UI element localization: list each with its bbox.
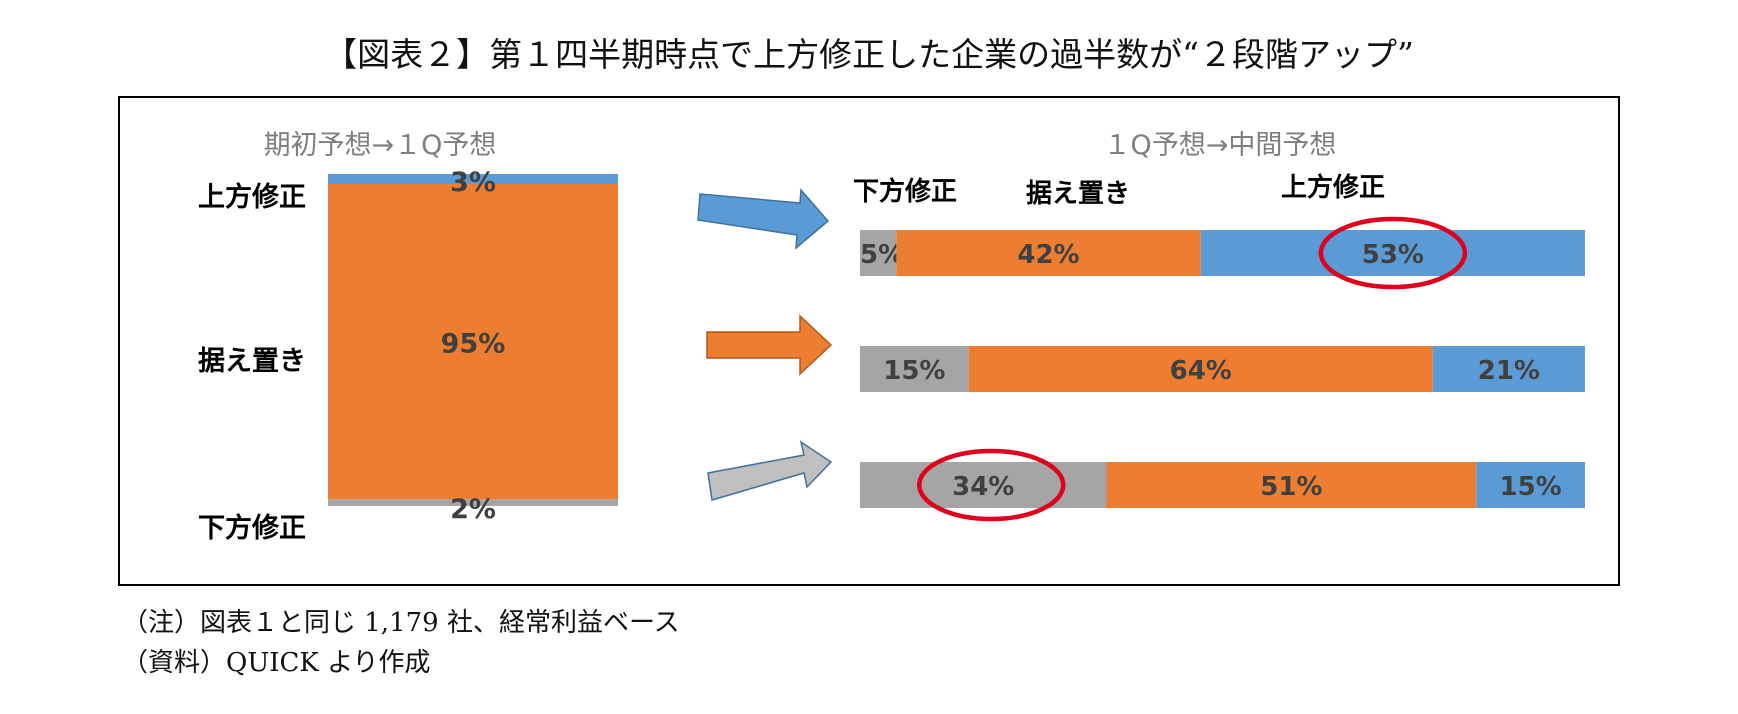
bar-label-upward-2: 53% xyxy=(1362,240,1424,270)
arrow-orange-icon xyxy=(706,314,833,376)
left-stacked-column xyxy=(328,174,618,506)
left-segment-unchanged xyxy=(328,183,618,500)
bar-segment-unchanged-1 xyxy=(968,346,1433,392)
arrow-gray-icon xyxy=(707,440,833,501)
bar-label-downward-2: 15% xyxy=(1500,472,1562,502)
legend-downward: 下方修正 xyxy=(853,176,957,207)
highlight-circle xyxy=(1318,216,1468,290)
bar-label-downward-0: 34% xyxy=(952,472,1014,502)
arrow-blue-icon xyxy=(697,188,830,250)
bar-label-unchanged-0: 15% xyxy=(883,356,945,386)
bar-row-from-downward: 34% 51% 15% xyxy=(860,448,1585,522)
bar-label-upward-1: 42% xyxy=(1017,240,1079,270)
source-note: （資料）QUICK より作成 xyxy=(122,648,431,678)
left-label-unchanged: 95% xyxy=(441,329,506,360)
right-stacked-bars: 5% 42% 53%15% 64% 21%34% 51% 15% xyxy=(860,216,1585,522)
bar-segment-upward-0 xyxy=(860,230,897,276)
bar-segment-upward-2 xyxy=(1200,230,1585,276)
category-label-upward: 上方修正 xyxy=(198,181,306,213)
left-label-upward: 3% xyxy=(450,167,496,198)
bar-label-downward-1: 51% xyxy=(1260,472,1322,502)
highlight-circle xyxy=(917,448,1066,522)
chart-svg: 期初予想→１Q予想 １Q予想→中間予想 上方修正 据え置き 下方修正 3% 95%… xyxy=(198,130,1585,544)
bar-segment-unchanged-2 xyxy=(1432,346,1585,392)
bar-label-unchanged-2: 21% xyxy=(1478,356,1540,386)
bar-segment-unchanged-0 xyxy=(860,346,969,392)
footnote: （注）図表１と同じ 1,179 社、経常利益ベース xyxy=(122,608,680,638)
left-chart-title: 期初予想→１Q予想 xyxy=(264,130,497,161)
bar-segment-upward-1 xyxy=(896,230,1201,276)
bar-row-from-unchanged: 15% 64% 21% xyxy=(860,346,1585,392)
left-label-downward: 2% xyxy=(450,494,496,525)
left-column-data-labels: 3% 95% 2% xyxy=(441,167,506,525)
left-segment-downward xyxy=(328,499,618,506)
left-segment-upward xyxy=(328,174,618,184)
category-label-downward: 下方修正 xyxy=(198,512,306,544)
bar-segment-downward-1 xyxy=(1106,462,1477,508)
chart-frame: 期初予想→１Q予想 １Q予想→中間予想 上方修正 据え置き 下方修正 3% 95%… xyxy=(118,96,1620,586)
bar-row-from-upward: 5% 42% 53% xyxy=(860,216,1585,290)
bar-segment-downward-2 xyxy=(1476,462,1585,508)
legend-unchanged: 据え置き xyxy=(1026,179,1130,209)
page-title: 【図表２】第１四半期時点で上方修正した企業の過半数が“２段階アップ” xyxy=(324,35,1414,74)
category-label-unchanged: 据え置き xyxy=(198,346,306,377)
legend-upward: 上方修正 xyxy=(1281,172,1385,203)
right-chart-title: １Q予想→中間予想 xyxy=(1104,130,1337,161)
bar-label-unchanged-1: 64% xyxy=(1170,356,1232,386)
